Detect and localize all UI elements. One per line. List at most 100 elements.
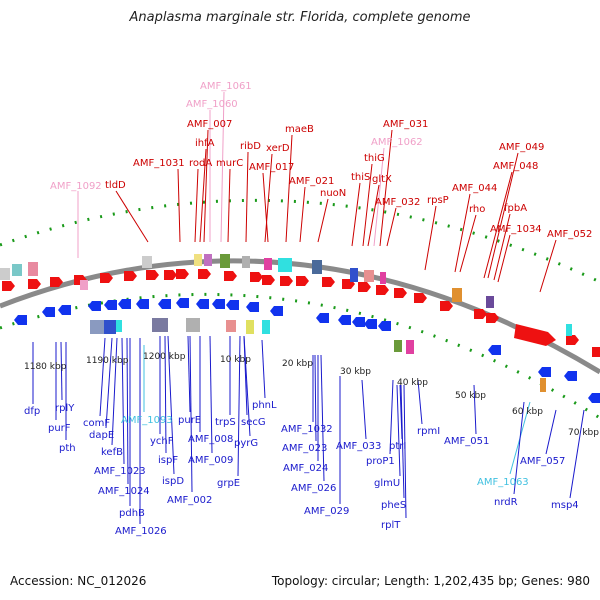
forward-leader-line	[487, 152, 519, 279]
reverse-leader-line	[111, 337, 118, 446]
forward-gene-label: nuoN	[320, 188, 346, 199]
reverse-gene-arrow	[176, 298, 189, 308]
forward-leader-line	[227, 168, 231, 243]
forward-gene-label: AMF_1062	[371, 137, 423, 148]
map-title: Anaplasma marginale str. Florida, comple…	[129, 10, 471, 25]
reverse-leader-line	[261, 339, 266, 399]
forward-gene-arrow	[296, 276, 309, 286]
feature-box	[364, 270, 374, 282]
forward-gene-label: AMF_1034	[490, 224, 542, 235]
reverse-leader-line	[396, 384, 401, 477]
forward-gene-label: AMF_1031	[133, 158, 185, 169]
reverse-gene-arrow	[212, 299, 225, 309]
scale-label: 70 kbp	[568, 428, 599, 438]
forward-gene-arrow	[376, 285, 389, 295]
reverse-leader-line	[167, 335, 175, 475]
reverse-leader-line	[99, 337, 106, 417]
forward-gene-label: tldD	[105, 180, 126, 191]
reverse-gene-label: AMF_051	[444, 436, 489, 447]
feature-box	[380, 272, 386, 284]
feature-box	[12, 264, 22, 276]
feature-box	[406, 340, 414, 354]
reverse-leader-line	[403, 384, 407, 519]
forward-leader-line	[454, 193, 471, 273]
reverse-gene-label: ptrI	[389, 441, 406, 452]
scale-label: 30 kbp	[340, 367, 371, 377]
forward-gene-arrow	[50, 277, 63, 287]
forward-gene-label: fpbA	[504, 203, 527, 214]
reverse-gene-label: ispF	[158, 455, 178, 466]
feature-box	[566, 324, 572, 336]
forward-gene-label: AMF_048	[493, 161, 538, 172]
forward-leader-line	[539, 239, 557, 293]
forward-gene-label: AMF_1061	[200, 81, 252, 92]
forward-gene-label: thiS	[351, 172, 370, 183]
reverse-leader-line	[569, 409, 585, 499]
forward-gene-label: AMF_007	[187, 119, 232, 130]
reverse-gene-arrow	[338, 315, 351, 325]
reverse-gene-label: dfp	[24, 406, 40, 417]
forward-leader-line	[220, 91, 225, 243]
reverse-gene-label: AMF_008	[188, 434, 233, 445]
feature-box	[226, 320, 236, 332]
feature-box	[80, 280, 88, 290]
forward-gene-label: AMF_044	[452, 183, 497, 194]
scale-label: 1180 kbp	[24, 362, 67, 372]
reverse-gene-label: glmU	[374, 478, 400, 489]
gene-labels: AMF_1061 AMF_1060 AMF_007 ihfA rodA murC AMF_1…	[24, 81, 592, 537]
forward-gene-arrow	[440, 301, 453, 311]
topology-text: Topology: circular; Length: 1,202,435 bp…	[271, 574, 590, 588]
reverse-gene-arrow	[136, 299, 149, 309]
reverse-leader-line	[417, 379, 423, 425]
feature-box	[246, 320, 254, 334]
reverse-gene-label: purF	[48, 423, 71, 434]
forward-gene-label: rpsP	[427, 195, 449, 206]
reverse-gene-label: dapE	[89, 430, 114, 441]
reverse-leader-line	[400, 384, 405, 499]
forward-gene-arrow	[198, 269, 211, 279]
reverse-gene-arrow	[488, 345, 501, 355]
feature-box	[278, 258, 292, 272]
reverse-gene-label: AMF_1023	[94, 466, 146, 477]
feature-box	[350, 268, 358, 282]
forward-gene-label: AMF_017	[249, 162, 294, 173]
reverse-gene-arrow	[158, 299, 171, 309]
forward-leader-line	[194, 168, 199, 243]
forward-gene-arrow	[514, 324, 556, 346]
forward-gene-label: ribD	[240, 141, 261, 152]
forward-gene-label: rodA	[189, 158, 212, 169]
forward-gene-label: gltX	[372, 174, 392, 185]
scale-label: 10 kbp	[220, 355, 251, 365]
reverse-gene-arrow	[58, 305, 71, 315]
forward-gene-arrow	[394, 288, 407, 298]
reverse-gene-arrow	[588, 393, 600, 403]
scale-labels: 1180 kbp 1190 kbp 1200 kbp 10 kbp 20 kbp 30 k…	[24, 352, 599, 438]
reverse-leader-line	[121, 337, 125, 465]
reverse-gene-label: rplY	[55, 403, 75, 414]
forward-gene-label: AMF_1092	[50, 181, 102, 192]
forward-gene-arrow	[100, 273, 113, 283]
reverse-leader-line	[473, 384, 477, 435]
feature-box	[242, 256, 250, 268]
reverse-gene-label: ispD	[162, 476, 184, 487]
forward-leader-line	[483, 171, 513, 279]
forward-gene-label: murC	[216, 158, 243, 169]
feature-box	[142, 256, 152, 268]
reverse-gene-label: AMF_1032	[281, 424, 333, 435]
reverse-gene-arrow	[104, 300, 117, 310]
reverse-gene-label: msp4	[551, 500, 579, 511]
forward-gene-label: AMF_031	[383, 119, 428, 130]
forward-gene-arrow	[250, 272, 263, 282]
reverse-gene-arrow	[14, 315, 27, 325]
feature-box	[220, 254, 230, 268]
reverse-gene-arrow	[378, 321, 391, 331]
reverse-gene-label: proP1	[366, 456, 395, 467]
forward-gene-label: AMF_052	[547, 229, 592, 240]
scale-label: 1200 kbp	[143, 352, 186, 362]
reverse-gene-label: AMF_002	[167, 495, 212, 506]
forward-leader-line	[362, 163, 373, 247]
reverse-gene-label: AMF_1063	[477, 477, 529, 488]
forward-leader-line	[317, 198, 329, 243]
forward-leader-line	[373, 147, 385, 247]
reverse-leader-line	[209, 335, 213, 454]
